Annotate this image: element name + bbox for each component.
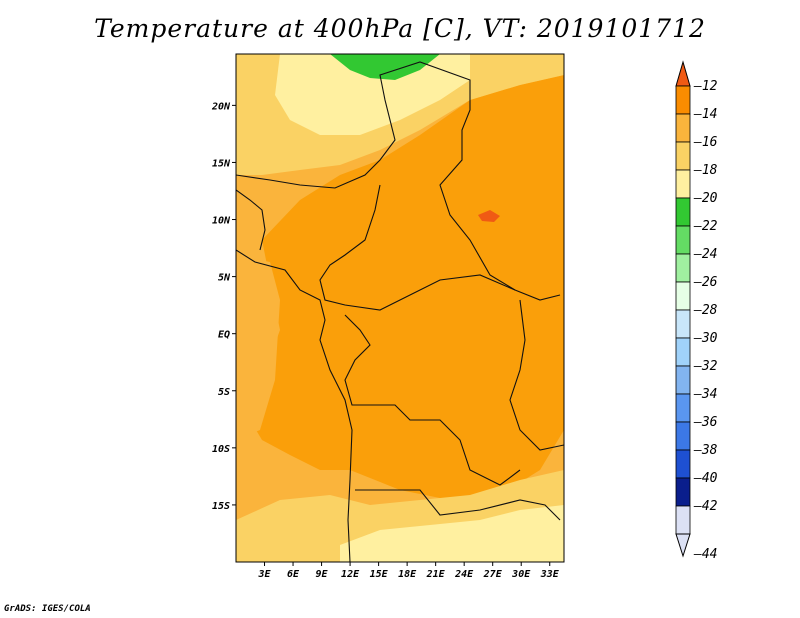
y-tick-label: 15N — [212, 158, 231, 169]
colorbar-label: –18 — [693, 163, 718, 178]
border-central — [319, 184, 561, 311]
map-frame — [235, 53, 565, 563]
colorbar-label: –16 — [693, 135, 718, 150]
colorbar-label: –36 — [693, 415, 718, 430]
colorbar-label: –12 — [693, 79, 718, 94]
colorbar-box — [675, 393, 691, 423]
colorbar-box — [675, 141, 691, 171]
borders — [236, 61, 564, 562]
x-tick-label: 33E — [540, 569, 560, 580]
x-tick-label: 18E — [398, 569, 417, 580]
field-band-green — [330, 54, 440, 80]
colorbar-label: –24 — [693, 247, 717, 262]
colorbar-top-arrow — [675, 60, 691, 87]
credit-label: GrADS: IGES/COLA — [4, 604, 91, 614]
border-east — [509, 299, 564, 451]
colorbar-box — [675, 169, 691, 199]
x-tick-label: 3E — [257, 569, 271, 580]
y-tick-label: 5N — [218, 273, 231, 284]
colorbar-box — [675, 505, 691, 535]
y-tick-label: 5S — [218, 387, 230, 398]
colorbar-label: –14 — [693, 107, 717, 122]
colorbar-label: –44 — [693, 547, 717, 562]
y-axis: 20N 15N 10N 5N EQ 5S 10S 15S — [211, 101, 236, 512]
y-tick-label: EQ — [218, 330, 230, 341]
colorbar-box — [675, 449, 691, 479]
x-tick-label: 15E — [370, 569, 389, 580]
colorbar-label: –22 — [693, 219, 718, 234]
x-axis: 3E 6E 9E 12E 15E 18E 21E 24E 27E 30E 33E — [257, 562, 560, 580]
x-tick-label: 12E — [341, 569, 360, 580]
colorbar-box — [675, 113, 691, 143]
field-band-ocean-west — [236, 255, 280, 440]
x-tick-label: 21E — [426, 569, 446, 580]
colorbar-box — [675, 225, 691, 255]
colorbar-box — [675, 421, 691, 451]
y-tick-label: 10N — [212, 216, 231, 227]
colorbar-label: –40 — [693, 471, 718, 486]
map-fields — [236, 54, 564, 562]
x-tick-label: 30E — [511, 569, 531, 580]
colorbar-label: –28 — [693, 303, 718, 318]
x-tick-label: 24E — [454, 569, 474, 580]
y-tick-label: 20N — [211, 101, 231, 112]
colorbar-box — [675, 85, 691, 115]
colorbar-box — [675, 309, 691, 339]
colorbar-box — [675, 337, 691, 367]
border-congo — [344, 314, 521, 486]
colorbar-label: –34 — [693, 387, 717, 402]
colorbar-label: –30 — [693, 331, 718, 346]
colorbar-box — [675, 477, 691, 507]
colorbar-box — [675, 365, 691, 395]
colorbar-label: –42 — [693, 499, 718, 514]
colorbar-bottom-arrow — [675, 533, 691, 558]
coastline-west-africa — [236, 249, 353, 562]
field-band-paleyellow-south — [340, 505, 564, 562]
colorbar: –12 –14 –16 –18 –20 –22 –24 –26 –28 –30 –32 –34 –36 –… — [675, 60, 718, 562]
border-west-coast-north — [236, 189, 266, 251]
colorbar-label: –32 — [693, 359, 718, 374]
colorbar-label: –20 — [693, 191, 718, 206]
colorbar-box — [675, 253, 691, 283]
border-north — [236, 61, 516, 291]
colorbar-box — [675, 281, 691, 311]
border-south — [355, 489, 561, 521]
colorbar-box — [675, 197, 691, 227]
field-spot-red — [478, 210, 500, 222]
field-band-orange-14 — [250, 75, 564, 500]
colorbar-label: –26 — [693, 275, 718, 290]
y-tick-label: 15S — [212, 501, 230, 512]
chart-title: Temperature at 400hPa [C], VT: 201910171… — [94, 14, 706, 43]
colorbar-label: –38 — [693, 443, 718, 458]
x-tick-label: 27E — [483, 569, 503, 580]
x-tick-label: 9E — [316, 569, 329, 580]
y-tick-label: 10S — [212, 444, 230, 455]
x-tick-label: 6E — [287, 569, 300, 580]
field-band-paleyellow-north — [275, 54, 470, 135]
